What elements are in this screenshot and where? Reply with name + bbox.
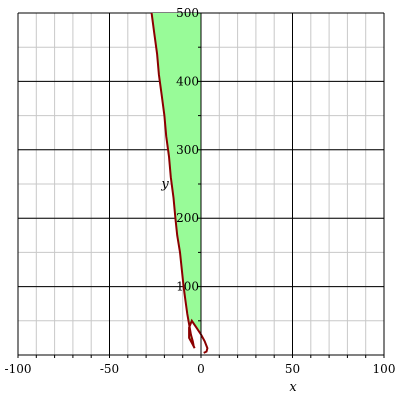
x-tick-label: -100 xyxy=(5,362,32,376)
boundary-curve xyxy=(150,12,209,354)
x-tick-label: 50 xyxy=(285,362,300,376)
y-tick-label: 300 xyxy=(176,143,199,157)
x-axis-label: x xyxy=(289,380,297,395)
shaded-region xyxy=(151,13,201,349)
x-tick-label: -50 xyxy=(100,362,119,376)
y-tick-label: 200 xyxy=(176,211,199,225)
y-tick-label: 100 xyxy=(176,280,199,294)
axis-ticks xyxy=(17,12,385,358)
x-tick-label: 100 xyxy=(373,362,396,376)
y-tick-label: 500 xyxy=(176,6,199,20)
y-axis-label: y xyxy=(160,177,169,192)
y-tick-labels: 100 200 300 400 500 xyxy=(176,6,199,294)
y-tick-label: 400 xyxy=(176,74,199,88)
x-tick-labels: -100 -50 0 50 100 xyxy=(5,362,396,376)
x-tick-label: 0 xyxy=(197,362,205,376)
